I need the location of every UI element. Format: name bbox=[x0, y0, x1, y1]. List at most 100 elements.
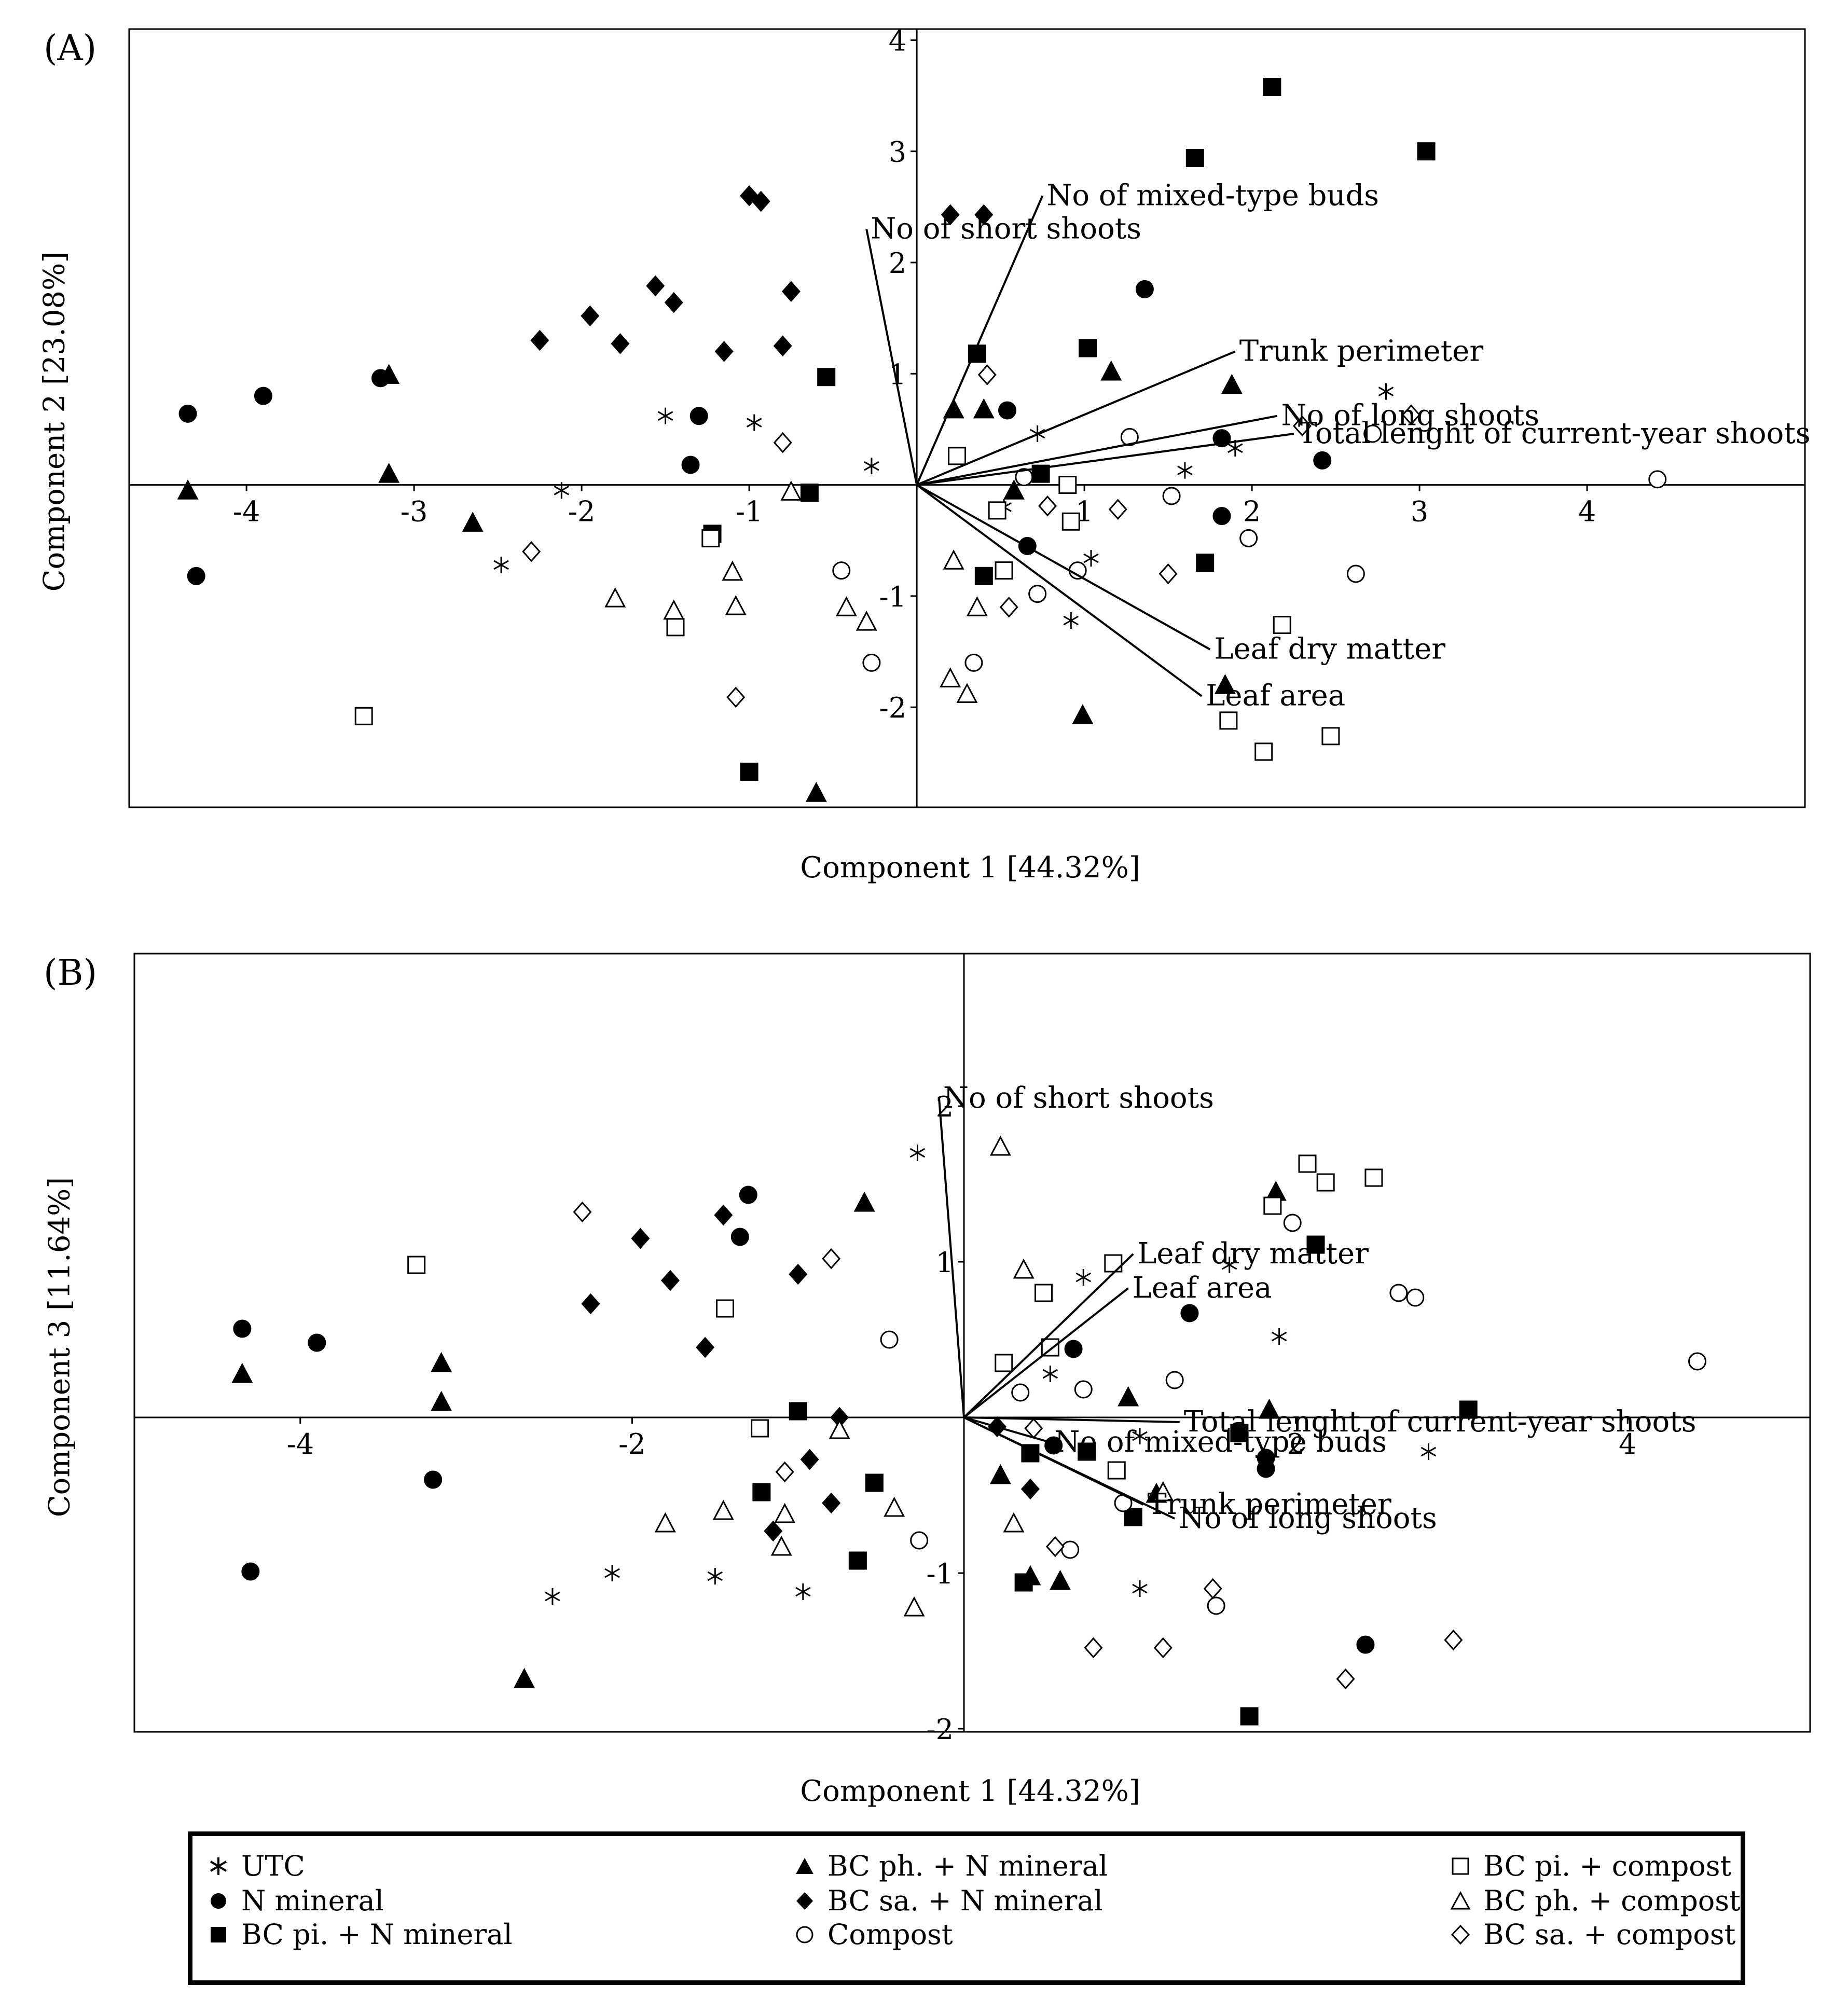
data-point bbox=[910, 1531, 929, 1550]
data-point bbox=[988, 501, 1006, 520]
data-point bbox=[848, 1551, 867, 1570]
data-point bbox=[751, 1419, 769, 1438]
panel-a-x-axis-title: Component 1 [44.32%] bbox=[800, 851, 1140, 885]
data-point bbox=[747, 414, 762, 431]
data-point bbox=[1132, 1428, 1148, 1444]
data-point bbox=[493, 556, 509, 573]
data-point bbox=[1152, 1481, 1174, 1501]
data-point bbox=[1135, 280, 1154, 298]
y-tick-label: -1 bbox=[926, 1558, 954, 1590]
loading-label: No of long shoots bbox=[1179, 1501, 1437, 1535]
data-point bbox=[774, 1503, 796, 1523]
data-point bbox=[1061, 512, 1080, 531]
loading-vector bbox=[938, 1098, 966, 1418]
legend-item-bc-pi-compost: BC pi. + compost bbox=[1450, 1850, 1731, 1882]
data-point bbox=[1104, 1254, 1123, 1273]
data-point bbox=[522, 541, 541, 562]
legend-label: BC ph. + compost bbox=[1483, 1884, 1741, 1917]
data-point bbox=[1263, 1196, 1282, 1215]
data-point bbox=[1035, 1284, 1053, 1302]
data-point bbox=[1306, 1235, 1325, 1254]
legend-label: BC pi. + compost bbox=[1483, 1850, 1732, 1882]
data-point bbox=[1263, 77, 1281, 96]
data-point bbox=[1120, 428, 1139, 446]
data-point bbox=[1015, 468, 1033, 487]
data-point bbox=[604, 1565, 620, 1581]
data-point bbox=[354, 707, 373, 725]
loading-label: Trunk perimeter bbox=[1147, 1487, 1391, 1521]
loading-vector bbox=[916, 350, 1236, 486]
data-point bbox=[1283, 1214, 1302, 1232]
star-icon bbox=[210, 1857, 227, 1875]
data-point bbox=[663, 599, 685, 620]
data-point bbox=[1313, 451, 1332, 470]
data-point bbox=[660, 1270, 680, 1291]
data-point bbox=[964, 653, 983, 672]
data-point bbox=[966, 596, 988, 616]
data-point bbox=[1045, 1536, 1065, 1558]
data-point bbox=[1159, 563, 1178, 585]
data-point bbox=[722, 560, 743, 581]
loading-vector bbox=[916, 484, 1203, 697]
data-point bbox=[1212, 507, 1231, 526]
filled-triangle-icon bbox=[796, 1857, 813, 1874]
data-point bbox=[865, 1473, 884, 1492]
data-point bbox=[462, 512, 484, 532]
x-tick-label: -4 bbox=[286, 1428, 314, 1460]
data-point bbox=[956, 683, 978, 703]
data-point bbox=[1124, 1508, 1142, 1526]
data-point bbox=[1165, 1371, 1184, 1389]
data-point bbox=[1084, 1637, 1103, 1659]
data-point bbox=[604, 587, 626, 608]
loading-vector bbox=[916, 195, 1044, 486]
data-point bbox=[817, 368, 836, 387]
legend-label: BC sa. + N mineral bbox=[828, 1884, 1103, 1917]
data-point bbox=[178, 404, 197, 423]
data-point bbox=[1316, 1173, 1335, 1192]
open-circle-icon bbox=[796, 1926, 813, 1943]
data-point bbox=[1058, 476, 1077, 494]
data-point bbox=[1401, 404, 1421, 425]
data-point bbox=[1254, 742, 1273, 761]
data-point bbox=[1203, 1578, 1222, 1600]
data-point bbox=[973, 398, 995, 419]
data-point bbox=[1336, 1668, 1355, 1690]
data-point bbox=[835, 596, 857, 616]
data-point bbox=[822, 1492, 841, 1514]
data-point bbox=[696, 1336, 715, 1358]
loading-vector bbox=[963, 1416, 1180, 1423]
legend-item-bc-pi-n-mineral: BC pi. + N mineral bbox=[208, 1918, 513, 1951]
data-point bbox=[740, 762, 758, 781]
data-point bbox=[689, 407, 708, 425]
legend-item-utc: UTC bbox=[208, 1850, 305, 1882]
loading-vector bbox=[963, 1416, 1176, 1520]
data-point bbox=[726, 686, 746, 708]
data-point bbox=[581, 1293, 600, 1315]
data-point bbox=[1389, 1284, 1408, 1302]
data-point bbox=[730, 1228, 749, 1246]
loading-label: Leaf dry matter bbox=[1137, 1237, 1369, 1271]
data-point bbox=[829, 1418, 850, 1439]
data-point bbox=[707, 1568, 723, 1584]
data-point bbox=[1214, 674, 1236, 694]
data-point bbox=[1221, 1257, 1237, 1273]
data-point bbox=[751, 190, 770, 212]
plot-frame bbox=[128, 28, 1806, 808]
y-tick-label: -1 bbox=[879, 581, 906, 613]
y-tick-label: 3 bbox=[889, 136, 906, 169]
data-point bbox=[1364, 1168, 1383, 1187]
data-point bbox=[1108, 499, 1127, 520]
legend-item-bc-ph-n-mineral: BC ph. + N mineral bbox=[794, 1850, 1108, 1882]
loading-label: Leaf area bbox=[1133, 1271, 1272, 1305]
loading-label: Leaf area bbox=[1206, 679, 1345, 713]
data-point bbox=[1444, 1629, 1463, 1651]
data-point bbox=[1421, 1443, 1437, 1460]
data-point bbox=[1042, 1366, 1058, 1382]
legend-item-bc-sa-n-mineral: BC sa. + N mineral bbox=[794, 1884, 1103, 1917]
data-point bbox=[832, 561, 851, 580]
loading-vector bbox=[963, 1416, 1051, 1443]
data-point bbox=[1363, 424, 1382, 443]
data-point bbox=[1162, 487, 1181, 505]
data-point bbox=[664, 292, 683, 313]
